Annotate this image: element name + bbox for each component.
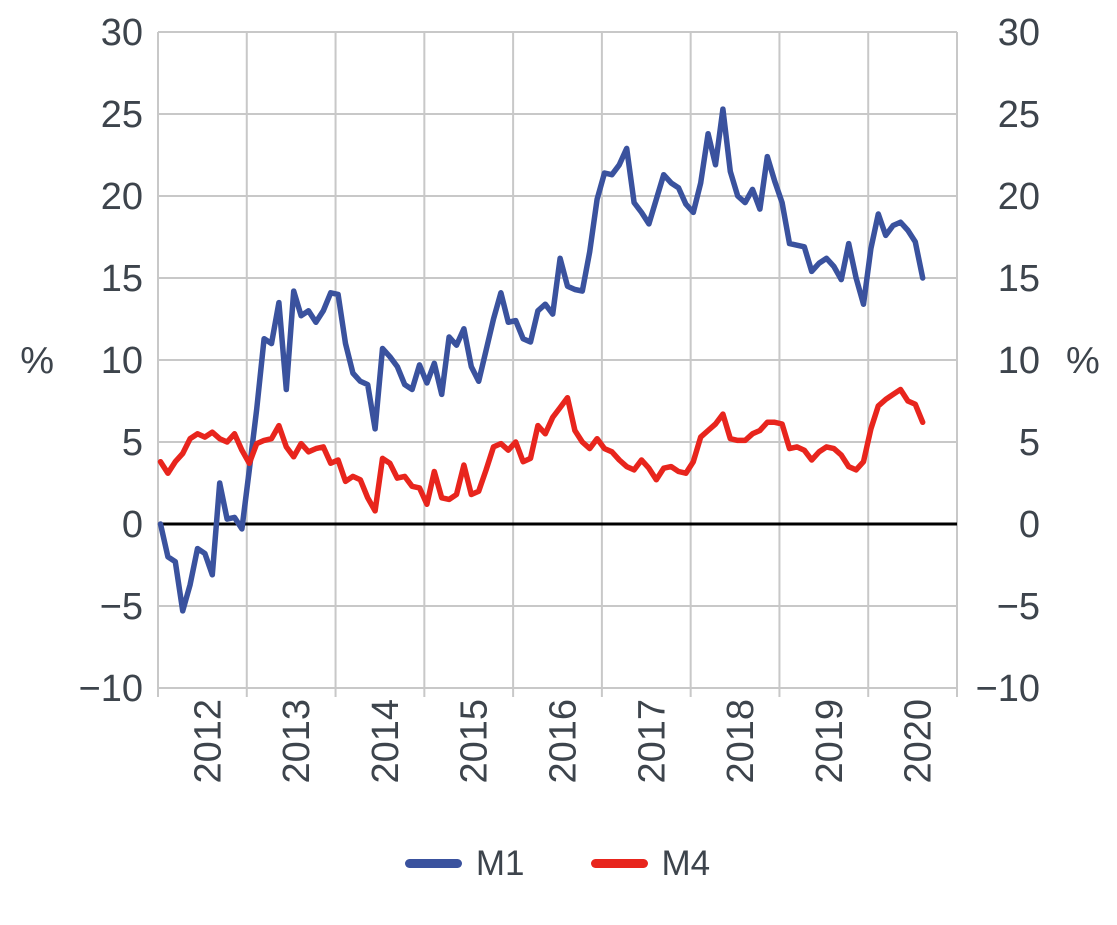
y-tick-label-right--10: −10 bbox=[976, 668, 1040, 710]
x-tick-label-2015: 2015 bbox=[454, 699, 496, 784]
x-tick-label-2020: 2020 bbox=[898, 699, 940, 784]
y-tick-label-right-10: 10 bbox=[998, 340, 1040, 382]
y-tick-label-left-5: 5 bbox=[122, 422, 143, 464]
y-tick-label-left-10: 10 bbox=[101, 340, 143, 382]
m1-line-swatch bbox=[404, 858, 462, 868]
y-tick-label-right-30: 30 bbox=[998, 12, 1040, 54]
legend-item-m1: M1 bbox=[404, 843, 525, 883]
percent-label-left: % bbox=[20, 340, 54, 382]
x-tick-label-2016: 2016 bbox=[543, 699, 585, 784]
y-tick-label-right--5: −5 bbox=[997, 586, 1040, 628]
m4-line-swatch bbox=[590, 858, 648, 868]
x-tick-label-2013: 2013 bbox=[276, 699, 318, 784]
y-tick-label-left-25: 25 bbox=[101, 94, 143, 136]
y-tick-label-left-15: 15 bbox=[101, 258, 143, 300]
legend-item-m4: M4 bbox=[590, 843, 711, 883]
y-tick-label-right-0: 0 bbox=[1019, 504, 1040, 546]
y-tick-label-left-30: 30 bbox=[101, 12, 143, 54]
m4-line bbox=[157, 386, 926, 514]
percent-label-right: % bbox=[1066, 340, 1100, 382]
x-tick-label-2018: 2018 bbox=[720, 699, 762, 784]
legend-label-m4: M4 bbox=[661, 843, 711, 883]
y-tick-label-right-15: 15 bbox=[998, 258, 1040, 300]
chart-legend: M1 M4 bbox=[158, 840, 957, 886]
m1-line bbox=[157, 106, 926, 614]
y-tick-label-left--10: −10 bbox=[79, 668, 143, 710]
y-tick-label-right-25: 25 bbox=[998, 94, 1040, 136]
y-tick-label-left--5: −5 bbox=[100, 586, 143, 628]
y-tick-label-left-20: 20 bbox=[101, 176, 143, 218]
x-tick-label-2019: 2019 bbox=[809, 699, 851, 784]
x-tick-label-2017: 2017 bbox=[631, 699, 673, 784]
y-tick-label-right-20: 20 bbox=[998, 176, 1040, 218]
y-tick-label-right-5: 5 bbox=[1019, 422, 1040, 464]
x-tick-label-2014: 2014 bbox=[365, 699, 407, 784]
legend-label-m1: M1 bbox=[475, 843, 525, 883]
y-tick-label-left-0: 0 bbox=[122, 504, 143, 546]
x-tick-label-2012: 2012 bbox=[187, 699, 229, 784]
